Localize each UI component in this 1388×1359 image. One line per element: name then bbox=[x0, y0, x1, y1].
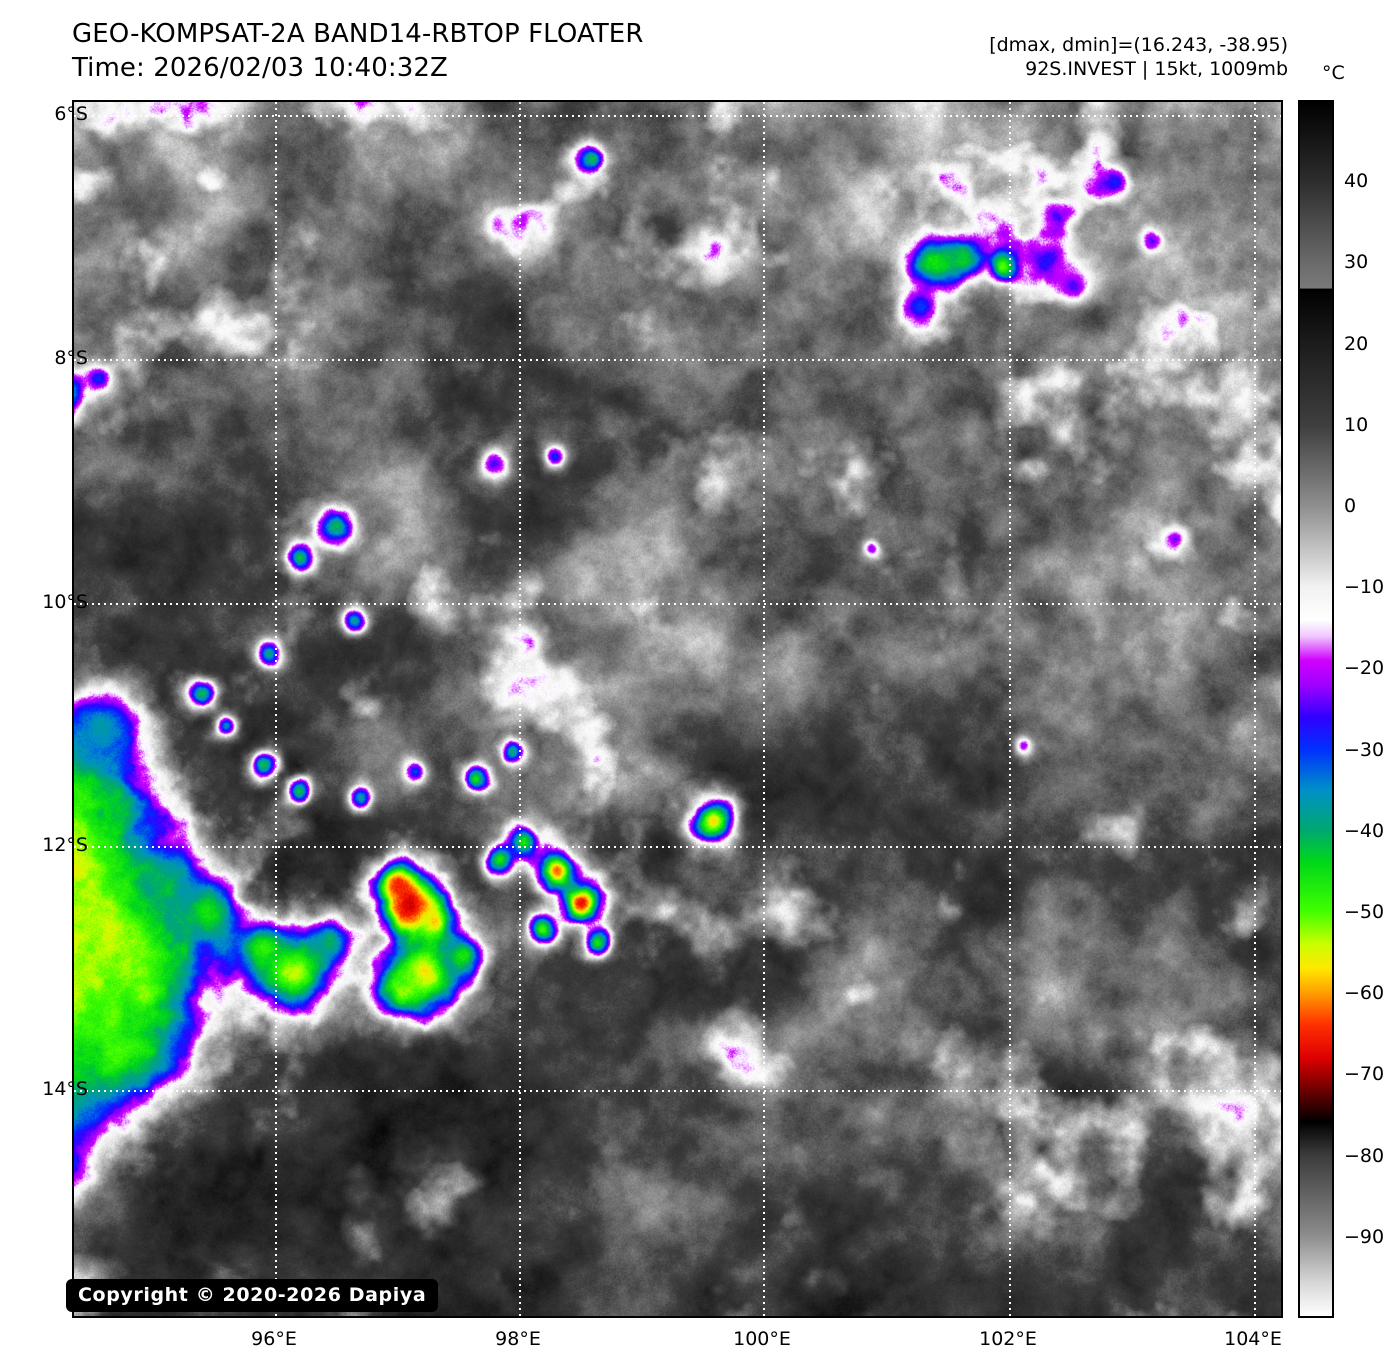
longitude-tick: 100°E bbox=[733, 1328, 791, 1350]
colorbar-gradient bbox=[1300, 102, 1332, 1316]
colorbar-tick: −80 bbox=[1344, 1144, 1385, 1167]
data-range-label: [dmax, dmin]=(16.243, -38.95) bbox=[989, 34, 1288, 56]
colorbar-tick: −90 bbox=[1344, 1225, 1385, 1248]
longitude-tick: 102°E bbox=[979, 1328, 1037, 1350]
colorbar-tick: −20 bbox=[1344, 657, 1385, 680]
latitude-tick: 10°S bbox=[42, 591, 88, 613]
colorbar-tick: −10 bbox=[1344, 576, 1385, 599]
latitude-tick: 8°S bbox=[54, 347, 88, 369]
colorbar-tick: 40 bbox=[1344, 170, 1369, 193]
colorbar-tick: −40 bbox=[1344, 819, 1385, 842]
infrared-satellite-imagery bbox=[74, 102, 1281, 1316]
satellite-image-plot[interactable] bbox=[72, 100, 1283, 1318]
longitude-tick: 104°E bbox=[1224, 1328, 1282, 1350]
colorbar-unit-label: °C bbox=[1322, 62, 1345, 84]
page-title: GEO-KOMPSAT-2A BAND14-RBTOP FLOATER bbox=[72, 19, 644, 49]
longitude-tick: 98°E bbox=[495, 1328, 541, 1350]
latitude-tick: 12°S bbox=[42, 834, 88, 856]
colorbar-tick: 30 bbox=[1344, 251, 1369, 274]
copyright-watermark: Copyright © 2020-2026 Dapiya bbox=[66, 1279, 439, 1312]
storm-info-label: 92S.INVEST | 15kt, 1009mb bbox=[1025, 58, 1288, 81]
title-block: GEO-KOMPSAT-2A BAND14-RBTOP FLOATER Time… bbox=[72, 18, 644, 86]
colorbar-tick: 20 bbox=[1344, 332, 1369, 355]
temperature-colorbar bbox=[1298, 100, 1334, 1318]
latitude-tick: 6°S bbox=[54, 103, 88, 125]
metadata-block: [dmax, dmin]=(16.243, -38.95) 92S.INVEST… bbox=[989, 33, 1288, 82]
colorbar-tick: 0 bbox=[1344, 495, 1357, 517]
latitude-tick: 14°S bbox=[42, 1078, 88, 1100]
colorbar-tick: 10 bbox=[1344, 413, 1369, 436]
colorbar-tick: −30 bbox=[1344, 738, 1385, 761]
colorbar-tick: −60 bbox=[1344, 982, 1385, 1005]
colorbar-tick: −50 bbox=[1344, 901, 1385, 923]
colorbar-tick: −70 bbox=[1344, 1063, 1385, 1086]
timestamp-label: Time: 2026/02/03 10:40:32Z bbox=[72, 52, 448, 83]
longitude-tick: 96°E bbox=[251, 1328, 297, 1350]
